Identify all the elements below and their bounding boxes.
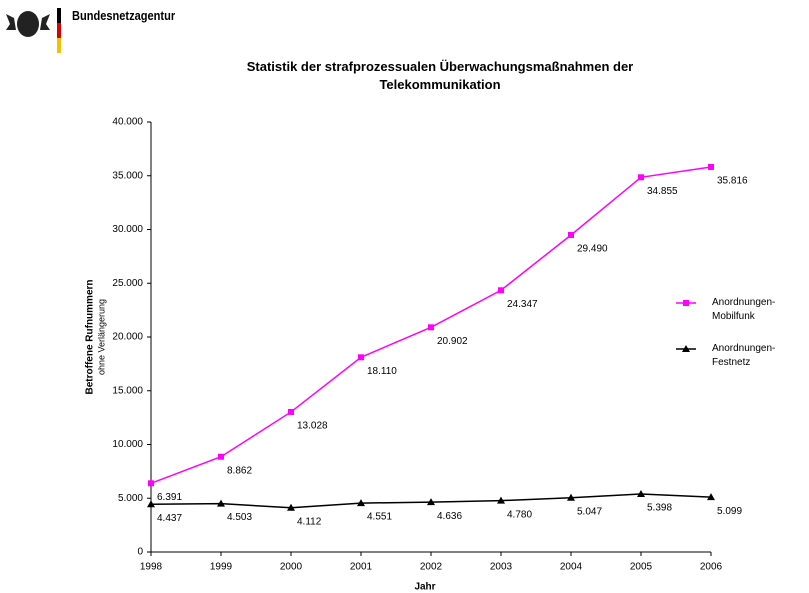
point bbox=[638, 174, 644, 181]
data-label: 5.099 bbox=[717, 506, 742, 517]
x-tick-label: 2000 bbox=[280, 562, 303, 573]
data-label: 5.047 bbox=[577, 506, 602, 517]
legend-text: Anordnungen-Festnetz bbox=[712, 343, 776, 368]
x-tick-label: 2001 bbox=[350, 562, 373, 573]
y-tick-label: 35.000 bbox=[112, 170, 143, 181]
x-tick-label: 2005 bbox=[630, 562, 653, 573]
point bbox=[497, 496, 505, 504]
legend-item bbox=[676, 345, 696, 352]
legend-text: Anordnungen-Mobilfunk bbox=[712, 297, 776, 322]
point bbox=[287, 503, 295, 511]
x-axis-title: Jahr bbox=[414, 582, 435, 593]
point bbox=[288, 408, 294, 415]
point bbox=[708, 163, 714, 170]
point bbox=[148, 480, 154, 487]
x-tick-label: 1999 bbox=[210, 562, 233, 573]
legend-item bbox=[676, 300, 696, 306]
data-label: 35.816 bbox=[717, 176, 748, 187]
x-tick-label: 2006 bbox=[700, 562, 723, 573]
data-label: 18.110 bbox=[367, 366, 397, 377]
point bbox=[428, 324, 434, 331]
point bbox=[218, 453, 224, 460]
data-label: 4.437 bbox=[157, 513, 182, 524]
point bbox=[498, 287, 504, 294]
x-tick-label: 2002 bbox=[420, 562, 443, 573]
data-label: 5.398 bbox=[647, 503, 672, 514]
data-label: 6.391 bbox=[157, 492, 182, 503]
data-label: 8.862 bbox=[227, 465, 252, 476]
chart-title: Statistik der strafprozessualen Überwach… bbox=[246, 59, 634, 92]
data-label: 29.490 bbox=[577, 244, 608, 255]
y-tick-label: 30.000 bbox=[112, 224, 143, 235]
data-label: 4.780 bbox=[507, 509, 532, 520]
data-label: 4.112 bbox=[297, 516, 322, 527]
y-axis-subtitle: ohne Verlängerung bbox=[96, 299, 106, 375]
point bbox=[567, 493, 575, 501]
x-tick-label: 2003 bbox=[490, 562, 513, 573]
point bbox=[427, 498, 435, 506]
point bbox=[568, 231, 574, 238]
point bbox=[358, 354, 364, 361]
data-label: 34.855 bbox=[647, 186, 678, 197]
legend-marker bbox=[682, 345, 690, 352]
y-tick-label: 40.000 bbox=[112, 117, 143, 128]
data-label: 24.347 bbox=[507, 299, 538, 310]
y-tick-label: 15.000 bbox=[112, 385, 143, 396]
y-tick-label: 0 bbox=[137, 547, 143, 558]
data-label: 4.503 bbox=[227, 512, 252, 523]
data-label: 4.551 bbox=[367, 512, 392, 523]
point bbox=[637, 489, 645, 497]
data-label: 13.028 bbox=[297, 421, 328, 432]
y-tick-label: 20.000 bbox=[112, 332, 143, 343]
y-tick-label: 10.000 bbox=[112, 439, 143, 450]
x-tick-label: 2004 bbox=[560, 562, 583, 573]
point bbox=[357, 499, 365, 507]
y-tick-label: 5.000 bbox=[118, 493, 143, 504]
y-tick-label: 25.000 bbox=[112, 278, 143, 289]
legend-marker bbox=[683, 300, 689, 306]
data-label: 20.902 bbox=[437, 336, 468, 347]
point bbox=[217, 499, 225, 507]
point bbox=[707, 493, 715, 501]
point bbox=[147, 500, 155, 508]
y-axis-title: Betroffene Rufnummern bbox=[85, 279, 96, 394]
data-label: 4.636 bbox=[437, 511, 462, 522]
brand: Bundesnetzagentur bbox=[72, 8, 176, 23]
x-tick-label: 1998 bbox=[140, 562, 163, 573]
logo bbox=[6, 8, 61, 53]
